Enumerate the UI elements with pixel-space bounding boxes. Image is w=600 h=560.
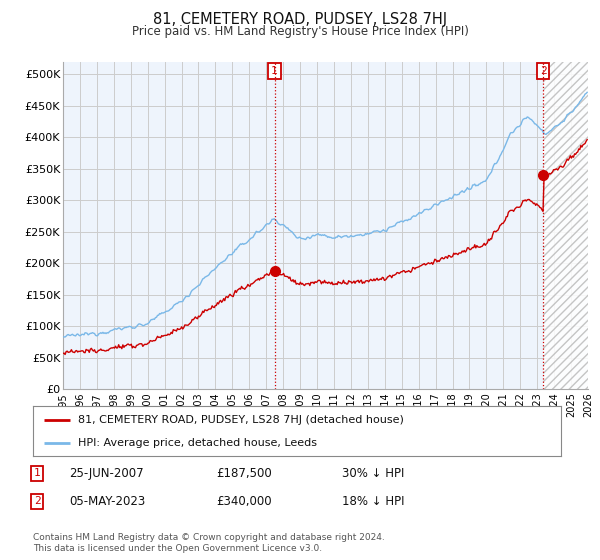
Text: 81, CEMETERY ROAD, PUDSEY, LS28 7HJ: 81, CEMETERY ROAD, PUDSEY, LS28 7HJ <box>153 12 447 27</box>
Text: 1: 1 <box>271 66 278 76</box>
Text: £187,500: £187,500 <box>216 466 272 480</box>
Bar <box>543 62 588 389</box>
Text: 1: 1 <box>34 468 41 478</box>
Text: 25-JUN-2007: 25-JUN-2007 <box>69 466 143 480</box>
Text: 18% ↓ HPI: 18% ↓ HPI <box>342 494 404 508</box>
Text: 81, CEMETERY ROAD, PUDSEY, LS28 7HJ (detached house): 81, CEMETERY ROAD, PUDSEY, LS28 7HJ (det… <box>78 414 404 424</box>
Text: 2: 2 <box>34 496 41 506</box>
Text: 05-MAY-2023: 05-MAY-2023 <box>69 494 145 508</box>
Text: 30% ↓ HPI: 30% ↓ HPI <box>342 466 404 480</box>
Text: HPI: Average price, detached house, Leeds: HPI: Average price, detached house, Leed… <box>78 438 317 448</box>
Text: 2: 2 <box>540 66 547 76</box>
Text: Contains HM Land Registry data © Crown copyright and database right 2024.
This d: Contains HM Land Registry data © Crown c… <box>33 533 385 553</box>
Text: £340,000: £340,000 <box>216 494 272 508</box>
Text: Price paid vs. HM Land Registry's House Price Index (HPI): Price paid vs. HM Land Registry's House … <box>131 25 469 38</box>
